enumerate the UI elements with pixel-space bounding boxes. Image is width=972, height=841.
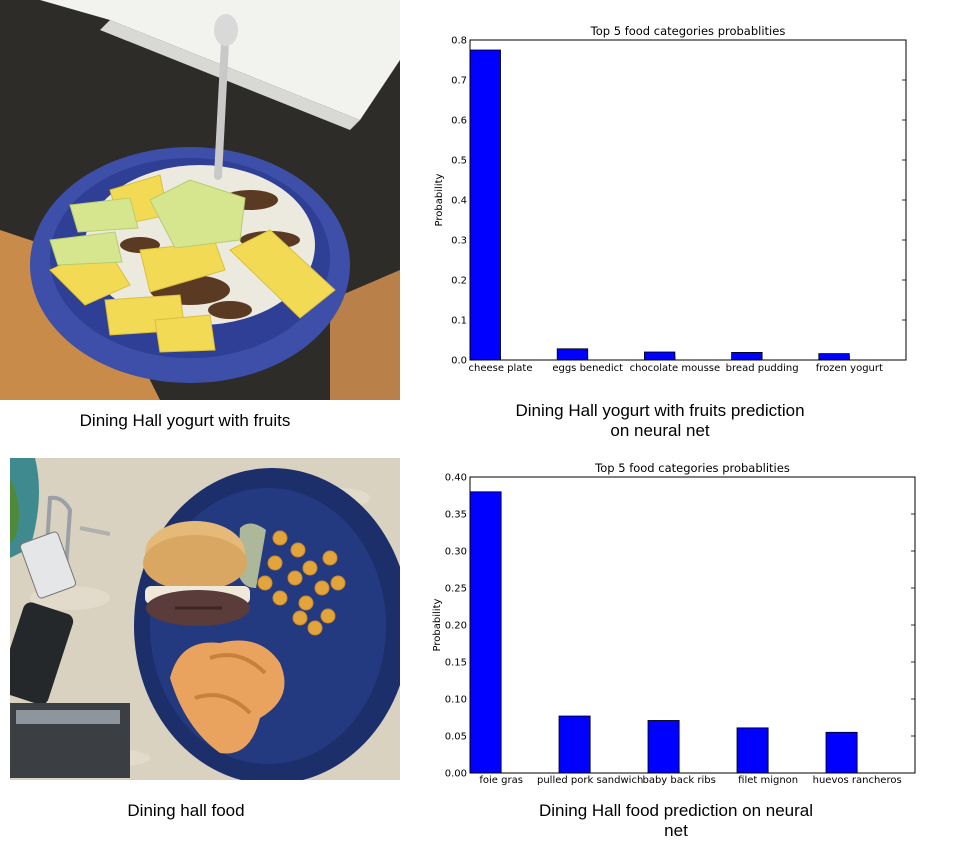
chart2-svg: Top 5 food categories probablities Probab… [432,461,916,786]
x-tick-label: bread pudding [726,363,799,374]
bar [736,727,769,774]
x-tick-label: chocolate mousse [630,363,721,374]
bar [647,720,680,774]
dining-food-photo [10,458,400,780]
x-tick-label: frozen yogurt [816,363,883,374]
plot-frame [469,39,907,361]
y-tick-label: 0.40 [445,473,467,484]
bar [558,715,591,774]
chart2-caption: Dining Hall food prediction on neural ne… [538,801,814,840]
photo2-caption: Dining hall food [127,801,245,820]
x-tick-label: pulled pork sandwich [537,775,643,786]
y-tick-label: 0.35 [445,510,467,521]
y-tick-label: 0.20 [445,621,467,632]
bar [731,351,763,361]
plot-frame [469,476,916,774]
x-tick-label: huevos rancheros [813,775,902,786]
y-axis-label: Probability [432,598,443,651]
x-tick-label: filet mignon [738,775,798,786]
x-tick-label: eggs benedict [552,363,623,374]
chart1-caption: Dining Hall yogurt with fruits predictio… [515,401,805,440]
bar [469,491,502,774]
y-tick-label: 0.25 [445,584,467,595]
yogurt-fruit-photo [0,0,400,400]
chart2: Top 5 food categories probablities Probab… [400,455,972,795]
x-tick-label: cheese plate [469,363,533,374]
bar [469,49,501,361]
chart-title: Top 5 food categories probablities [590,24,786,38]
chart-title: Top 5 food categories probablities [594,461,790,475]
y-tick-label: 0.7 [451,76,467,87]
photo1-caption: Dining Hall yogurt with fruits [79,411,291,430]
chart1-svg: Top 5 food categories probablities Probab… [434,24,907,374]
y-axis-label: Probability [434,173,445,226]
bar [825,731,858,774]
y-tick-label: 0.15 [445,658,467,669]
y-tick-label: 0.4 [451,196,467,207]
chart1: Top 5 food categories probablities Probab… [400,18,972,378]
y-tick-label: 0.00 [445,769,467,780]
x-tick-label: baby back ribs [642,775,715,786]
bar [643,351,676,361]
y-tick-label: 0.5 [451,156,467,167]
bar [556,348,589,361]
y-tick-label: 0.8 [451,36,467,47]
x-tick-label: foie gras [479,775,523,786]
y-tick-label: 0.0 [451,356,467,367]
y-tick-label: 0.05 [445,732,467,743]
y-tick-label: 0.2 [451,276,467,287]
y-tick-label: 0.30 [445,547,467,558]
y-tick-label: 0.6 [451,116,467,127]
bar [818,353,850,361]
y-tick-label: 0.3 [451,236,467,247]
y-tick-label: 0.10 [445,695,467,706]
y-tick-label: 0.1 [451,316,467,327]
